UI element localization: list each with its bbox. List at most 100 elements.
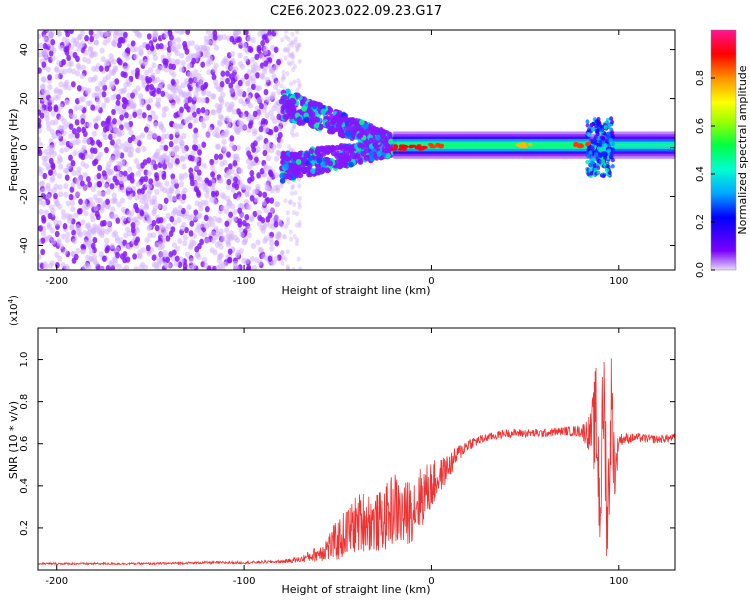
spectrogram-cell (71, 128, 77, 135)
spectrogram-cell (120, 187, 126, 194)
spectrogram-cell (224, 101, 230, 108)
spectrogram-cell (233, 32, 239, 39)
spectrogram-cell (161, 173, 167, 180)
spectrogram-cell (133, 239, 139, 246)
spectrogram-cell (196, 223, 202, 230)
spectrogram-cell (63, 191, 69, 198)
spectrogram-cell (244, 258, 250, 265)
spectrogram-cell (303, 116, 310, 123)
spectrogram-cell (218, 86, 224, 93)
spectrogram-cell (122, 31, 128, 39)
spectrogram-cell (110, 155, 116, 162)
spectrogram-cell (256, 46, 262, 54)
spectrogram-cell (88, 76, 94, 83)
spectrogram-cell (63, 146, 70, 153)
spectrogram-cell (194, 246, 200, 253)
spectrogram-cell (269, 206, 275, 213)
spectrogram-cell (241, 219, 247, 227)
spectrogram-cell (179, 225, 186, 232)
spectrogram-cell (284, 155, 290, 162)
spectrogram-cell (108, 260, 114, 267)
spectrogram-cell (70, 181, 76, 188)
spectrogram-cell (109, 139, 115, 146)
spectrogram-cell (250, 37, 256, 44)
spectrogram-cell (157, 229, 163, 236)
spectrogram-cell (139, 97, 145, 104)
spectrogram-cell (61, 130, 67, 137)
spectrogram-cell (296, 43, 301, 49)
spectrogram-cell (363, 154, 370, 161)
spectrogram-cell (289, 151, 296, 158)
spectrogram-cell (182, 234, 188, 241)
spectrogram-cell (117, 58, 123, 66)
spectrogram-cell (211, 73, 217, 81)
spectrogram-cell (170, 79, 176, 86)
spectrogram-cell (298, 266, 303, 270)
spectrogram-cell (56, 219, 63, 226)
spectrogram-cell (38, 141, 44, 148)
spectrogram-cell (196, 182, 202, 189)
spectrogram-cell (232, 192, 238, 200)
spectrogram-cell (201, 141, 207, 148)
spectrogram-cell (285, 249, 290, 255)
spectrogram-cell (51, 133, 57, 140)
spectrogram-cell (264, 96, 271, 103)
spectrogram-cell (181, 147, 187, 154)
spectrogram-cell (180, 60, 186, 67)
spectrogram-cell (58, 68, 65, 75)
spectrogram-cell (58, 45, 65, 52)
spectrogram-cell (82, 185, 88, 192)
spectrogram-cell (116, 93, 121, 101)
spectrogram-cell (174, 255, 180, 262)
spectrogram-cell (85, 100, 91, 107)
spectrogram-cell (297, 81, 302, 87)
spectrogram-cell (127, 215, 133, 222)
spectrogram-cell (224, 227, 230, 234)
spectrogram-cell (189, 220, 195, 227)
spectrogram-cell (146, 170, 152, 177)
spectrogram-cell (68, 133, 74, 140)
spectrogram-cell (106, 220, 112, 227)
spectrogram-cell (38, 42, 44, 49)
spectrogram-cell (267, 34, 273, 41)
spectrogram-cell (256, 172, 262, 179)
spectrogram-cell (207, 55, 213, 62)
spectrogram-cell (280, 37, 285, 43)
spectrogram-cell (124, 123, 130, 130)
spectrogram-cell (368, 151, 375, 158)
spectrogram-cell (89, 201, 96, 208)
spectrogram-cell (306, 171, 312, 178)
spectrogram-cell (258, 125, 264, 133)
spectrogram-cell (113, 36, 119, 43)
spectrogram-cell (50, 238, 57, 245)
spectrogram-cell (249, 170, 255, 177)
spectrogram-cell (64, 99, 70, 106)
spectrogram-cell (212, 199, 218, 206)
spectrogram-cell (239, 231, 245, 238)
spectrogram-cell (246, 264, 252, 270)
spectrogram-cell (297, 196, 302, 202)
spectrogram-cell (250, 160, 256, 167)
spectrogram-cell (93, 39, 100, 46)
spectrogram-cell (197, 80, 203, 87)
spectrogram-cell (210, 164, 216, 171)
spectrogram-cell (201, 122, 207, 129)
spectrogram-cell (228, 235, 234, 242)
spectrogram-cell (68, 112, 74, 119)
spectrogram-cell (170, 58, 177, 65)
spectrogram-cell (164, 133, 170, 140)
spectrogram-cell (92, 236, 98, 244)
spectrogram-cell (213, 158, 219, 165)
spectrogram-cell (287, 144, 292, 150)
spectrogram-cell (188, 230, 194, 237)
spectrogram-cell (257, 134, 264, 141)
spectrogram-cell (263, 235, 269, 242)
spectrogram-cell (175, 36, 182, 43)
spectrogram-cell (143, 126, 149, 133)
spectrogram-cell (41, 214, 46, 222)
spectrogram-cell (250, 83, 256, 90)
spectrogram-cell (243, 46, 249, 53)
spectrogram-cell (173, 178, 179, 185)
spectrogram-cell (279, 120, 284, 126)
spectrogram-cell (67, 61, 73, 68)
